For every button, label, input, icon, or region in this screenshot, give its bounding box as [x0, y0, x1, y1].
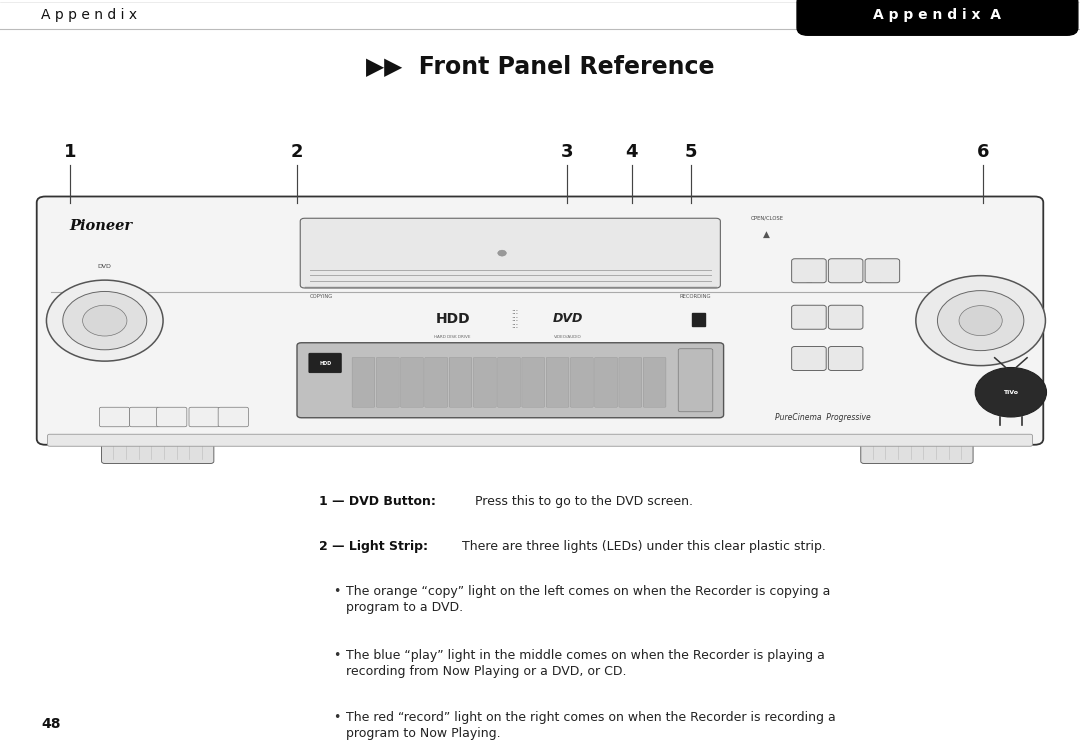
- Text: 2: 2: [291, 143, 303, 161]
- FancyBboxPatch shape: [792, 259, 826, 283]
- Text: A p p e n d i x: A p p e n d i x: [41, 8, 137, 22]
- Text: program to a DVD.: program to a DVD.: [346, 601, 462, 613]
- Text: There are three lights (LEDs) under this clear plastic strip.: There are three lights (LEDs) under this…: [462, 540, 826, 553]
- FancyBboxPatch shape: [546, 358, 569, 407]
- Text: Pioneer: Pioneer: [69, 219, 132, 233]
- Text: The orange “copy” light on the left comes on when the Recorder is copying a: The orange “copy” light on the left come…: [346, 585, 829, 598]
- Text: :::
:::
:::: ::: ::: :::: [511, 309, 518, 328]
- Text: recording from Now Playing or a DVD, or CD.: recording from Now Playing or a DVD, or …: [346, 664, 626, 677]
- FancyBboxPatch shape: [297, 343, 724, 418]
- FancyBboxPatch shape: [792, 305, 826, 329]
- Text: DVD: DVD: [98, 264, 111, 268]
- Text: HDD: HDD: [435, 312, 470, 326]
- FancyBboxPatch shape: [37, 196, 1043, 445]
- Text: HARD DISK DRIVE: HARD DISK DRIVE: [434, 335, 471, 339]
- FancyBboxPatch shape: [309, 353, 341, 373]
- Text: 1 — DVD Button:: 1 — DVD Button:: [319, 495, 435, 508]
- Circle shape: [46, 280, 163, 362]
- Text: •: •: [333, 711, 340, 724]
- FancyBboxPatch shape: [157, 407, 187, 427]
- Text: UP: UP: [692, 388, 699, 392]
- Circle shape: [82, 305, 127, 336]
- Text: OB: OB: [537, 352, 542, 356]
- FancyBboxPatch shape: [861, 436, 973, 463]
- Text: 6: 6: [976, 143, 989, 161]
- FancyBboxPatch shape: [352, 358, 375, 407]
- FancyBboxPatch shape: [401, 358, 423, 407]
- Text: V: V: [517, 352, 521, 356]
- Circle shape: [498, 251, 507, 257]
- FancyBboxPatch shape: [218, 407, 248, 427]
- FancyBboxPatch shape: [99, 407, 130, 427]
- Text: HDD: HDD: [312, 358, 328, 364]
- FancyBboxPatch shape: [189, 407, 219, 427]
- Text: REC►  ►PLAY: REC► ►PLAY: [312, 398, 339, 401]
- FancyBboxPatch shape: [865, 259, 900, 283]
- Text: ▶▶|: ▶▶|: [840, 314, 851, 320]
- Text: TiVo: TiVo: [1003, 390, 1018, 394]
- FancyBboxPatch shape: [828, 346, 863, 370]
- Text: 1: 1: [64, 143, 77, 161]
- Text: 4: 4: [625, 143, 638, 161]
- Text: ▷: ▷: [880, 278, 885, 284]
- FancyBboxPatch shape: [595, 358, 618, 407]
- Circle shape: [975, 368, 1047, 417]
- FancyBboxPatch shape: [498, 358, 521, 407]
- Text: FIND: FIND: [690, 356, 701, 360]
- Text: RECORDING: RECORDING: [679, 294, 711, 298]
- Text: |◄◄: |◄◄: [804, 314, 814, 320]
- Text: HDD: HDD: [319, 362, 332, 366]
- Text: II: II: [843, 278, 848, 284]
- FancyBboxPatch shape: [130, 407, 160, 427]
- Text: The blue “play” light in the middle comes on when the Recorder is playing a: The blue “play” light in the middle come…: [346, 649, 824, 662]
- FancyBboxPatch shape: [449, 358, 472, 407]
- Text: 3: 3: [561, 143, 573, 161]
- Text: A p p e n d i x  A: A p p e n d i x A: [874, 8, 1001, 22]
- Circle shape: [959, 306, 1002, 336]
- Circle shape: [63, 292, 147, 350]
- Text: ▶▶  Front Panel Reference: ▶▶ Front Panel Reference: [366, 54, 714, 78]
- FancyBboxPatch shape: [828, 305, 863, 329]
- FancyBboxPatch shape: [678, 349, 713, 412]
- FancyBboxPatch shape: [797, 0, 1078, 35]
- Text: UP: UP: [692, 370, 699, 374]
- Circle shape: [937, 291, 1024, 351]
- FancyBboxPatch shape: [828, 259, 863, 283]
- FancyBboxPatch shape: [522, 358, 544, 407]
- Text: VIDEO/AUDIO: VIDEO/AUDIO: [554, 335, 582, 339]
- FancyBboxPatch shape: [102, 436, 214, 463]
- Text: PM: PM: [415, 352, 422, 356]
- Text: PLAY►►►: PLAY►►►: [312, 382, 332, 386]
- Text: □: □: [806, 278, 812, 284]
- FancyBboxPatch shape: [792, 346, 826, 370]
- Text: Press this to go to the DVD screen.: Press this to go to the DVD screen.: [475, 495, 693, 508]
- FancyBboxPatch shape: [300, 218, 720, 288]
- Circle shape: [916, 276, 1045, 366]
- Text: 5: 5: [685, 143, 698, 161]
- FancyBboxPatch shape: [376, 358, 400, 407]
- Bar: [692, 313, 705, 326]
- FancyBboxPatch shape: [424, 358, 447, 407]
- FancyBboxPatch shape: [570, 358, 593, 407]
- Text: COPYING: COPYING: [310, 294, 334, 298]
- FancyBboxPatch shape: [48, 434, 1032, 446]
- FancyBboxPatch shape: [644, 358, 666, 407]
- Text: The red “record” light on the right comes on when the Recorder is recording a: The red “record” light on the right come…: [346, 711, 835, 724]
- Text: RW: RW: [569, 352, 577, 356]
- FancyBboxPatch shape: [619, 358, 642, 407]
- FancyBboxPatch shape: [473, 358, 496, 407]
- Text: PureCinema  Progressive: PureCinema Progressive: [775, 413, 872, 422]
- Text: OPEN/CLOSE: OPEN/CLOSE: [751, 216, 783, 221]
- Text: 2 — Light Strip:: 2 — Light Strip:: [319, 540, 428, 553]
- Text: program to Now Playing.: program to Now Playing.: [346, 727, 500, 740]
- Text: ▲: ▲: [764, 230, 770, 238]
- Text: DVD: DVD: [553, 312, 583, 326]
- Text: •: •: [333, 649, 340, 662]
- Text: •: •: [333, 585, 340, 598]
- Text: 48: 48: [41, 717, 60, 731]
